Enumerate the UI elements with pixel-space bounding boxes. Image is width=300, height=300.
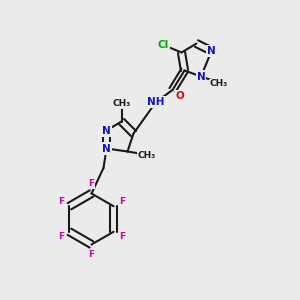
Text: F: F bbox=[119, 232, 125, 241]
Text: N: N bbox=[207, 46, 216, 56]
Text: F: F bbox=[119, 197, 125, 206]
Text: N: N bbox=[102, 143, 111, 154]
Text: N: N bbox=[102, 125, 111, 136]
Text: Cl: Cl bbox=[158, 40, 169, 50]
Text: F: F bbox=[88, 250, 94, 259]
Text: F: F bbox=[88, 179, 94, 188]
Text: CH₃: CH₃ bbox=[210, 80, 228, 88]
Text: NH: NH bbox=[147, 97, 165, 107]
Text: F: F bbox=[58, 197, 64, 206]
Text: N: N bbox=[196, 71, 206, 82]
Text: CH₃: CH₃ bbox=[138, 152, 156, 160]
Text: F: F bbox=[58, 232, 64, 241]
Text: CH₃: CH₃ bbox=[112, 99, 130, 108]
Text: O: O bbox=[176, 91, 184, 101]
